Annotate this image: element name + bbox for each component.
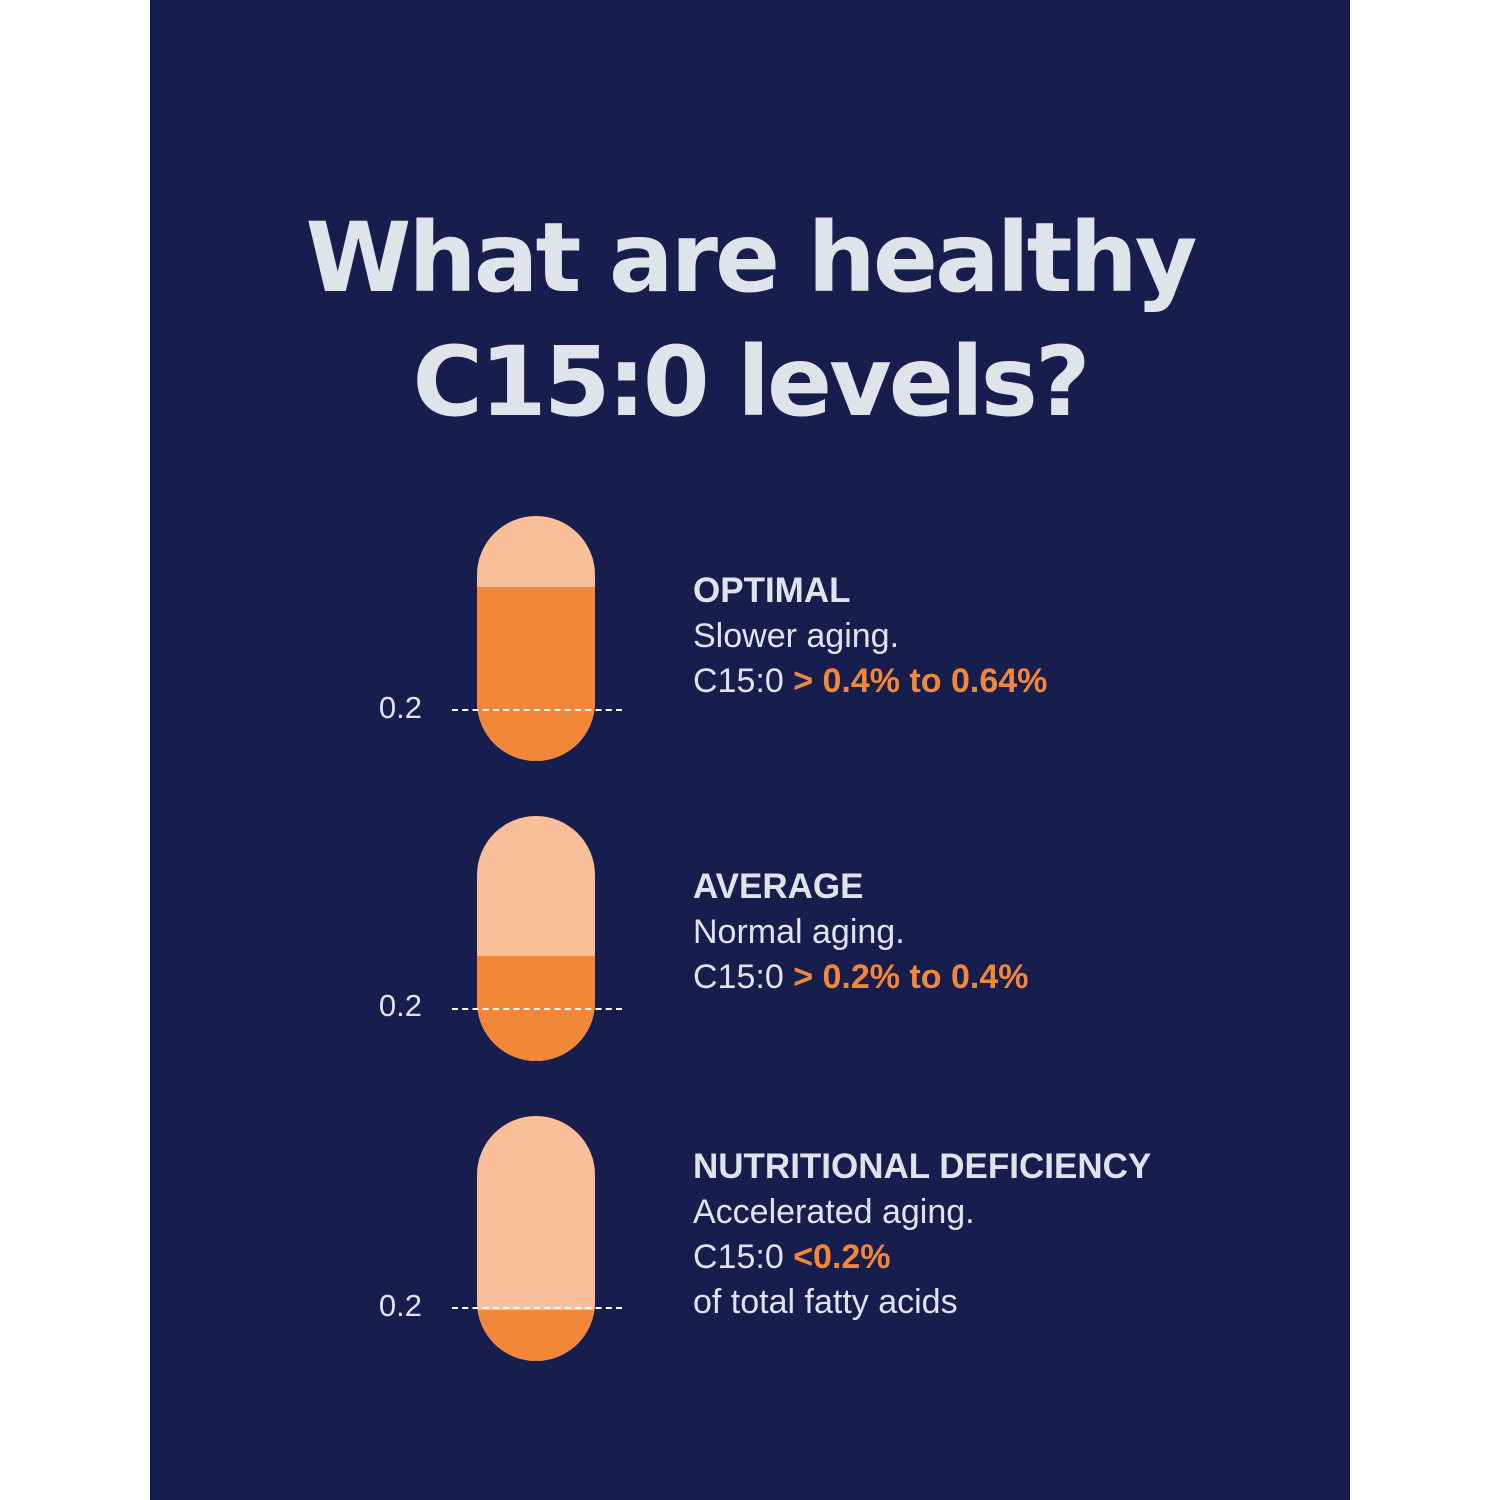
range-value-deficiency: <0.2% bbox=[793, 1238, 891, 1276]
level-description-deficiency: Accelerated aging. bbox=[693, 1193, 975, 1231]
level-optimal: 0.2 OPTIMAL Slower aging. C15:0 > 0.4% t… bbox=[150, 516, 1350, 761]
capsule-optimal bbox=[477, 516, 595, 761]
threshold-label-deficiency: 0.2 bbox=[378, 1288, 422, 1323]
range-prefix-optimal: C15:0 bbox=[693, 662, 784, 700]
level-range-line-optimal: C15:0 > 0.4% to 0.64% bbox=[693, 659, 1293, 704]
level-average: 0.2 AVERAGE Normal aging. C15:0 > 0.2% t… bbox=[150, 816, 1350, 1061]
infographic-panel: What are healthy C15:0 levels? 0.2 OPTIM… bbox=[150, 0, 1350, 1500]
range-prefix-average: C15:0 bbox=[693, 958, 784, 996]
level-heading-deficiency: NUTRITIONAL DEFICIENCY bbox=[693, 1147, 1152, 1186]
threshold-label-average: 0.2 bbox=[378, 988, 422, 1023]
level-description-optimal: Slower aging. bbox=[693, 617, 900, 655]
capsule-deficiency bbox=[477, 1116, 595, 1361]
level-range-line-average: C15:0 > 0.2% to 0.4% bbox=[693, 955, 1293, 1000]
level-description-average: Normal aging. bbox=[693, 913, 905, 951]
capsule-average bbox=[477, 816, 595, 1061]
text-block-average: AVERAGE Normal aging. C15:0 > 0.2% to 0.… bbox=[693, 864, 1293, 1000]
level-range-line-deficiency: C15:0 <0.2% bbox=[693, 1235, 1293, 1280]
range-value-average: > 0.2% to 0.4% bbox=[793, 958, 1029, 996]
capsule-fill-optimal bbox=[477, 587, 595, 761]
threshold-label-optimal: 0.2 bbox=[378, 690, 422, 725]
capsule-fill-deficiency bbox=[477, 1309, 595, 1361]
level-heading-average: AVERAGE bbox=[693, 867, 864, 906]
threshold-line-average bbox=[452, 1008, 622, 1010]
text-block-optimal: OPTIMAL Slower aging. C15:0 > 0.4% to 0.… bbox=[693, 568, 1293, 704]
level-heading-optimal: OPTIMAL bbox=[693, 571, 851, 610]
threshold-line-deficiency bbox=[452, 1307, 622, 1309]
range-value-optimal: > 0.4% to 0.64% bbox=[793, 662, 1048, 700]
level-deficiency: 0.2 NUTRITIONAL DEFICIENCY Accelerated a… bbox=[150, 1116, 1350, 1361]
threshold-line-optimal bbox=[452, 709, 622, 711]
level-footnote-deficiency: of total fatty acids bbox=[693, 1283, 958, 1321]
page-title: What are healthy C15:0 levels? bbox=[305, 202, 1198, 438]
text-block-deficiency: NUTRITIONAL DEFICIENCY Accelerated aging… bbox=[693, 1144, 1293, 1325]
range-prefix-deficiency: C15:0 bbox=[693, 1238, 784, 1276]
